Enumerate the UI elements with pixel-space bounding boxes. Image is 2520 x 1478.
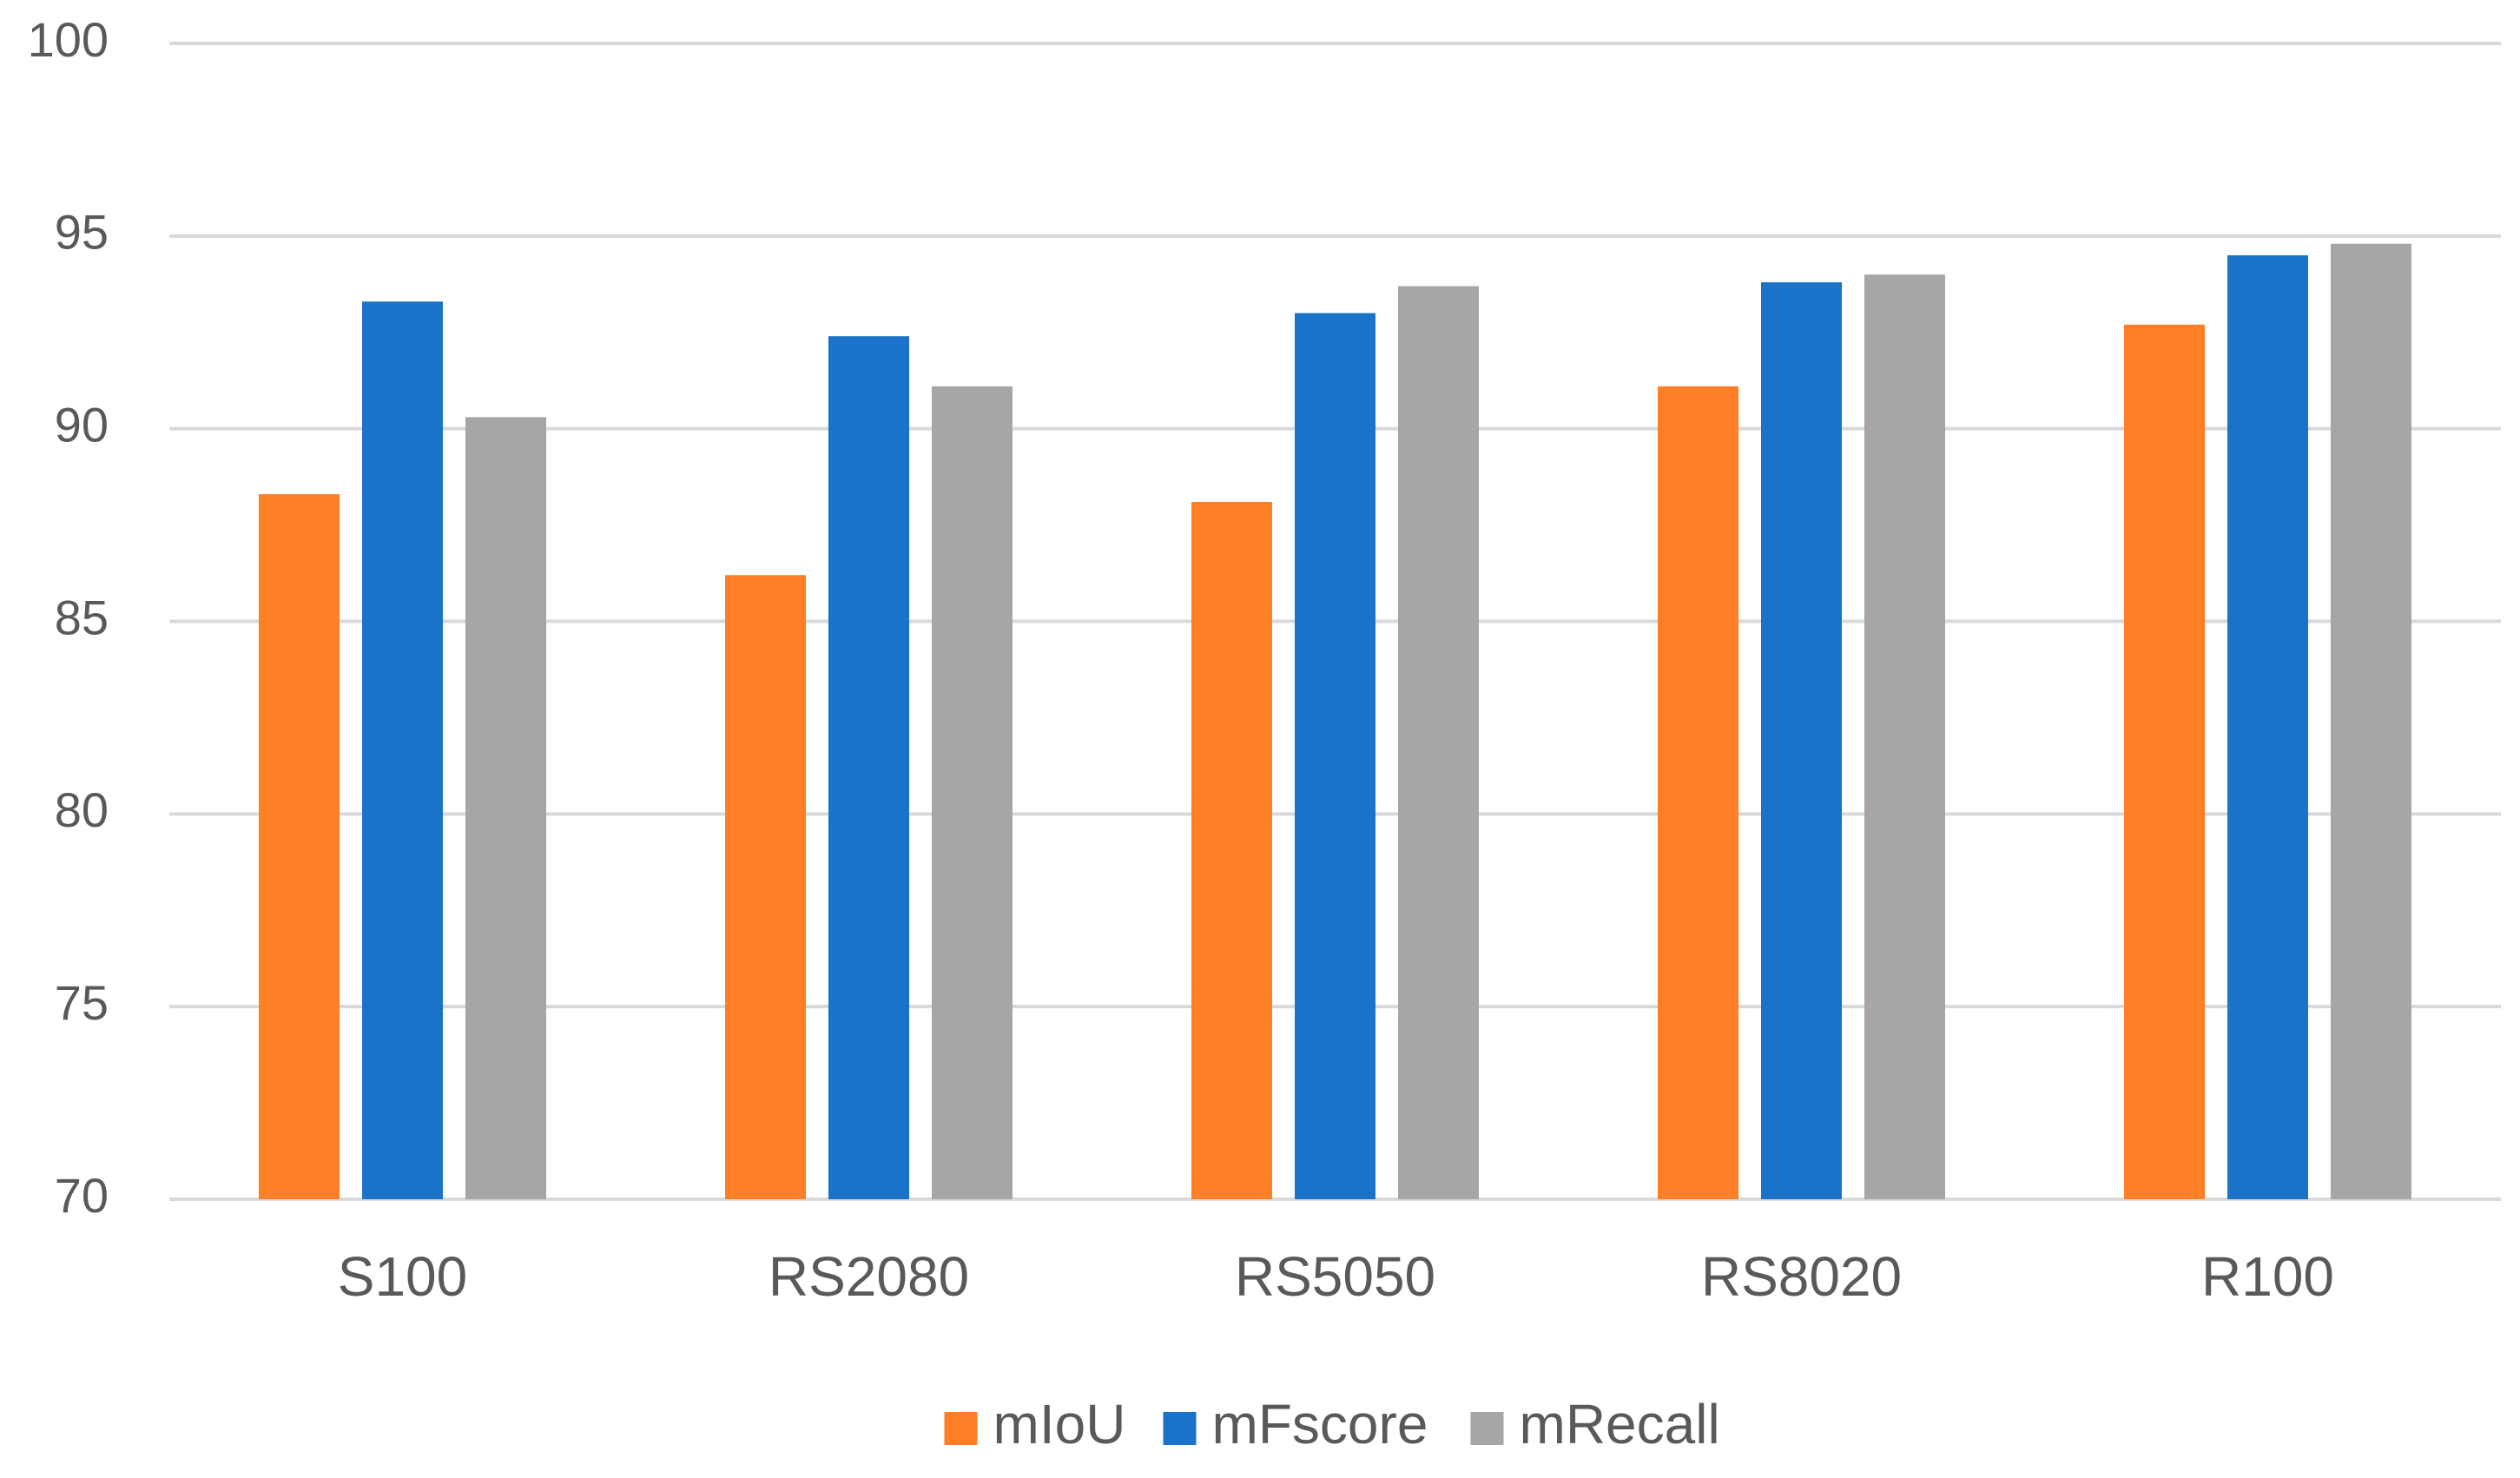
bar-mRecall-RS8020 xyxy=(1864,274,1945,1200)
bar-mIoU-RS5050 xyxy=(1191,501,1272,1199)
bar-mRecall-S100 xyxy=(465,417,546,1199)
bar-mRecall-RS2080 xyxy=(932,386,1013,1199)
bar-mRecall-RS5050 xyxy=(1398,286,1479,1199)
y-tick-label: 100 xyxy=(28,12,109,67)
x-category-label: RS5050 xyxy=(1235,1245,1435,1308)
y-tick-label: 70 xyxy=(55,1168,109,1223)
y-axis-ticks: 70 75 80 85 90 95 100 xyxy=(28,12,109,1223)
x-category-label: R100 xyxy=(2201,1245,2334,1308)
legend-item: mFscore xyxy=(1163,1393,1428,1455)
legend-label: mIoU xyxy=(993,1393,1126,1455)
bar-mFscore-R100 xyxy=(2227,255,2308,1200)
bar-mFscore-RS5050 xyxy=(1295,313,1375,1200)
legend-item: mRecall xyxy=(1470,1393,1720,1455)
x-axis-categories: S100 RS2080 RS5050 RS8020 R100 xyxy=(338,1245,2334,1308)
y-tick-label: 85 xyxy=(55,590,109,644)
bar-mFscore-RS8020 xyxy=(1761,282,1842,1199)
y-tick-label: 75 xyxy=(55,975,109,1030)
x-category-label: RS8020 xyxy=(1701,1245,1902,1308)
y-tick-label: 95 xyxy=(55,205,109,260)
legend-swatch xyxy=(944,1412,978,1445)
bar-mFscore-S100 xyxy=(362,301,443,1200)
y-tick-label: 90 xyxy=(55,397,109,452)
legend-label: mRecall xyxy=(1520,1393,1720,1455)
legend: mIoU mFscore mRecall xyxy=(944,1393,1720,1455)
y-tick-label: 80 xyxy=(55,782,109,837)
legend-swatch xyxy=(1470,1412,1504,1445)
bar-mFscore-RS2080 xyxy=(828,336,909,1200)
legend-swatch xyxy=(1163,1412,1197,1445)
legend-label: mFscore xyxy=(1212,1393,1428,1455)
bars xyxy=(259,243,2411,1200)
x-category-label: RS2080 xyxy=(769,1245,969,1308)
bar-mIoU-RS2080 xyxy=(725,575,806,1199)
bar-mIoU-S100 xyxy=(259,494,340,1199)
x-category-label: S100 xyxy=(338,1245,467,1308)
bar-mRecall-R100 xyxy=(2331,243,2411,1199)
bar-mIoU-RS8020 xyxy=(1658,386,1738,1199)
legend-item: mIoU xyxy=(944,1393,1126,1455)
bar-mIoU-R100 xyxy=(2124,324,2205,1199)
